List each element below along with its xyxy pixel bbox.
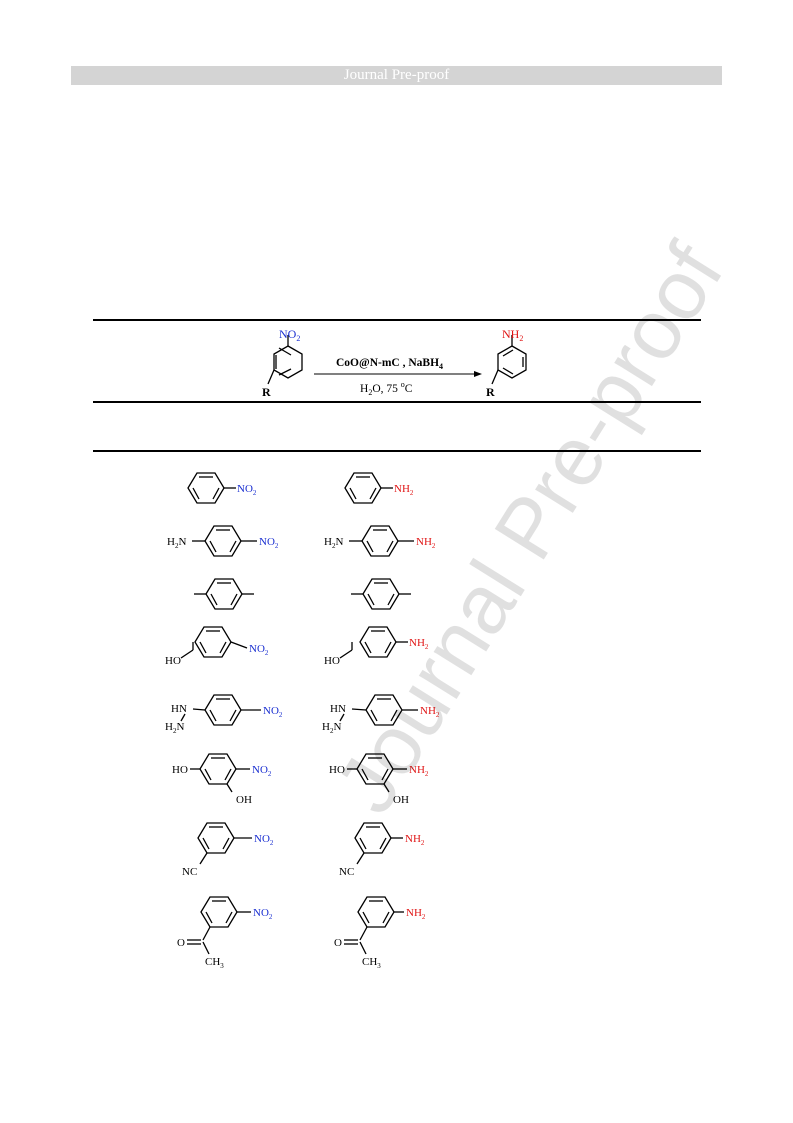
svg-text:NH2: NH2	[416, 536, 436, 550]
svg-text:NO2: NO2	[249, 643, 269, 657]
reagent-top: CoO@N-mC , NaBH4	[336, 357, 443, 371]
substrate-1-no2: NO2	[237, 483, 257, 497]
svg-text:NH2: NH2	[405, 833, 425, 847]
reaction-arrow: CoO@N-mC , NaBH4 H2O, 75 oC	[314, 357, 482, 397]
substrate-6: HO NO2 OH	[172, 753, 272, 806]
table-top-rule	[93, 319, 701, 321]
svg-text:HO: HO	[172, 764, 188, 776]
reactant-structure: NO2 R	[262, 327, 303, 399]
product-r: R	[486, 385, 495, 399]
svg-text:OH: OH	[393, 794, 409, 806]
svg-text:NO2: NO2	[253, 907, 273, 921]
svg-text:NC: NC	[339, 866, 354, 878]
substrate-2: H2N NO2	[167, 525, 279, 557]
reaction-scheme: NO2 R CoO@N-mC , NaBH4 H2O, 75 oC NH2 R	[262, 327, 527, 399]
product-7: NH2 NC	[339, 822, 425, 878]
reagent-bottom: H2O, 75 oC	[360, 380, 413, 397]
svg-text:HO: HO	[165, 655, 181, 667]
substrate-8: NO2 O CH3	[177, 896, 273, 970]
product-1: NH2	[344, 472, 414, 504]
svg-text:HN: HN	[330, 703, 346, 715]
reactant-r: R	[262, 385, 271, 399]
svg-text:H2N: H2N	[322, 721, 341, 735]
product-structure: NH2 R	[486, 327, 527, 399]
product-nh2: NH2	[502, 327, 523, 343]
svg-text:NO2: NO2	[252, 764, 272, 778]
table-header-rule	[93, 401, 701, 403]
product-1-nh2: NH2	[394, 483, 414, 497]
substrate-1: NO2	[187, 472, 257, 504]
journal-banner: Journal Pre-proof	[71, 66, 722, 85]
svg-text:NH2: NH2	[409, 764, 429, 778]
svg-text:NO2: NO2	[263, 705, 283, 719]
svg-text:NO2: NO2	[254, 833, 274, 847]
table-mid-rule	[93, 450, 701, 452]
substrate-3	[194, 578, 254, 610]
substrate-4: HO NO2	[165, 626, 269, 667]
svg-text:HO: HO	[324, 655, 340, 667]
substrate-7: NO2 NC	[182, 822, 274, 878]
svg-text:NH2: NH2	[420, 705, 440, 719]
svg-text:HN: HN	[171, 703, 187, 715]
svg-text:NH2: NH2	[406, 907, 426, 921]
svg-text:NC: NC	[182, 866, 197, 878]
svg-text:CH3: CH3	[362, 956, 381, 970]
svg-text:H2N: H2N	[324, 536, 343, 550]
svg-text:O: O	[177, 937, 185, 949]
svg-text:OH: OH	[236, 794, 252, 806]
svg-text:CH3: CH3	[205, 956, 224, 970]
svg-text:O: O	[334, 937, 342, 949]
banner-text: Journal Pre-proof	[343, 67, 450, 83]
product-6: HO NH2 OH	[329, 753, 429, 806]
svg-text:NH2: NH2	[409, 637, 429, 651]
product-8: NH2 O CH3	[334, 896, 426, 970]
svg-text:H2N: H2N	[167, 536, 186, 550]
substrate-5: HN H2N NO2	[165, 694, 283, 735]
reactant-no2: NO2	[279, 327, 300, 343]
svg-text:H2N: H2N	[165, 721, 184, 735]
product-5: HN H2N NH2	[322, 694, 440, 735]
product-3	[351, 578, 411, 610]
svg-text:HO: HO	[329, 764, 345, 776]
product-2: H2N NH2	[324, 525, 436, 557]
svg-text:NO2: NO2	[259, 536, 279, 550]
product-4: HO NH2	[324, 626, 429, 667]
